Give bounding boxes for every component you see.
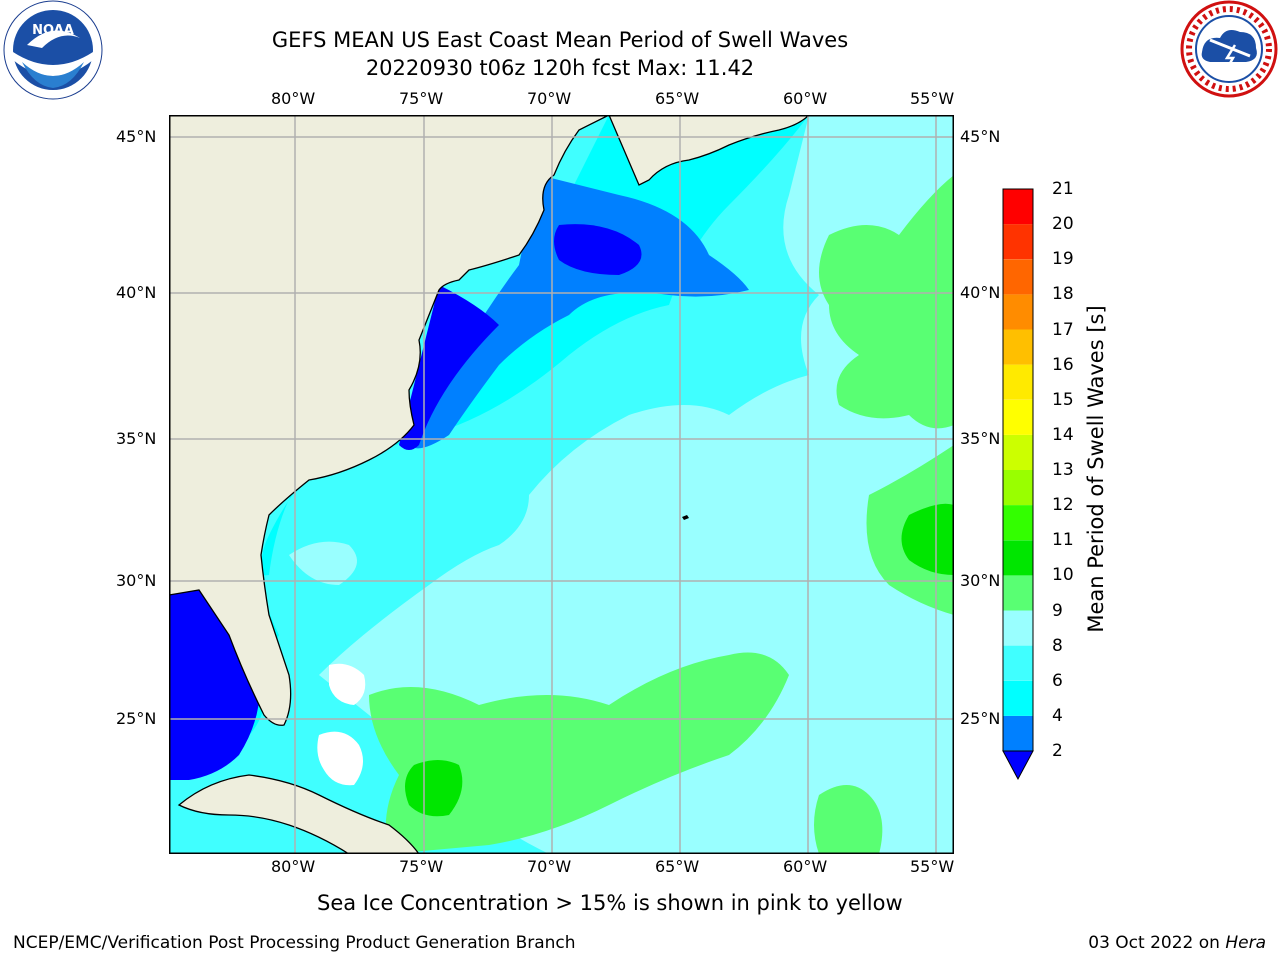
lon-tick-top-80w: 80°W: [271, 89, 316, 108]
colorbar-tick-label: 19: [1052, 249, 1074, 270]
lat-tick-right-35n: 35°N: [960, 429, 1001, 448]
period-zone-9-10-far-se: [814, 785, 883, 854]
colorbar-swatch: [1003, 189, 1033, 225]
colorbar-label: Mean Period of Swell Waves [s]: [1084, 305, 1108, 633]
lon-tick-bottom-75w: 75°W: [399, 857, 444, 876]
colorbar-swatch: [1003, 715, 1033, 751]
map-panel: [168, 114, 954, 855]
footer-credit: NCEP/EMC/Verification Post Processing Pr…: [13, 933, 576, 953]
footer-date-text: 03 Oct 2022 on: [1088, 933, 1226, 953]
nws-logo: [1180, 0, 1278, 98]
sea-ice-note: Sea Ice Concentration > 15% is shown in …: [317, 891, 903, 915]
lat-tick-left-35n: 35°N: [116, 429, 157, 448]
footer-machine: Hera: [1225, 933, 1266, 953]
land-bahamas: [317, 731, 363, 786]
colorbar-swatch: [1003, 470, 1033, 506]
period-zone-9-10-south: [369, 652, 789, 854]
colorbar-tick-label: 15: [1052, 389, 1074, 410]
colorbar-swatch: [1003, 645, 1033, 681]
noaa-logo-text: NOAA: [32, 23, 74, 38]
colorbar-extension: [1002, 750, 1034, 781]
lon-tick-bottom-55w: 55°W: [910, 857, 955, 876]
colorbar-tick-label: 17: [1052, 319, 1074, 340]
period-zone-10-11: [901, 503, 954, 575]
colorbar-tick-label: 10: [1052, 565, 1074, 586]
lat-tick-right-45n: 45°N: [960, 127, 1001, 146]
lat-tick-left-45n: 45°N: [116, 127, 157, 146]
period-zone-2-4: [409, 175, 749, 449]
colorbar-swatch: [1003, 364, 1033, 400]
colorbar-tick-label: 20: [1052, 214, 1074, 235]
colorbar-tick-label: 12: [1052, 495, 1074, 516]
period-zone-10-11-b: [405, 760, 463, 817]
lat-tick-right-40n: 40°N: [960, 283, 1001, 302]
colorbar-swatch: [1003, 399, 1033, 435]
colorbar-swatch: [1003, 434, 1033, 470]
period-zone-9-10-east: [819, 175, 954, 429]
lon-tick-top-55w: 55°W: [910, 89, 955, 108]
colorbar-tick-label: 2: [1052, 741, 1063, 761]
lon-tick-top-60w: 60°W: [783, 89, 828, 108]
colorbar-tick-label: 16: [1052, 354, 1074, 375]
colorbar-tick-label: 11: [1052, 530, 1074, 551]
colorbar-tick-label: 21: [1052, 179, 1074, 199]
colorbar-swatch: [1003, 680, 1033, 716]
lon-tick-bottom-65w: 65°W: [655, 857, 700, 876]
colorbar-tick-label: 6: [1052, 670, 1063, 691]
colorbar-swatch: [1003, 540, 1033, 576]
colorbar-tick-label: 4: [1052, 705, 1063, 726]
nws-logo-icon: [1180, 0, 1278, 98]
colorbar-tick-label: 18: [1052, 284, 1074, 305]
period-zone-8-9: [319, 115, 954, 854]
lat-tick-left-30n: 30°N: [116, 571, 157, 590]
map-title: GEFS MEAN US East Coast Mean Period of S…: [271, 28, 849, 52]
bermuda-island: [682, 515, 689, 520]
land-bahamas-b: [329, 663, 366, 705]
lon-tick-bottom-70w: 70°W: [527, 857, 572, 876]
noaa-logo-icon: NOAA: [3, 0, 103, 100]
colorbar-swatch: [1003, 259, 1033, 295]
colorbar-tick-label: 13: [1052, 460, 1074, 480]
lon-tick-top-70w: 70°W: [527, 89, 572, 108]
lon-tick-top-75w: 75°W: [399, 89, 444, 108]
colorbar-swatch: [1003, 610, 1033, 646]
footer-date: 03 Oct 2022 on Hera: [1088, 933, 1266, 953]
colorbar-tick-label: 9: [1052, 600, 1063, 621]
colorbar-frame: [1002, 188, 1034, 752]
colorbar-tick-label: 14: [1052, 424, 1074, 445]
colorbar-swatch: [1003, 224, 1033, 260]
colorbar-swatch: [1003, 575, 1033, 611]
colorbar: [1000, 185, 1040, 785]
lon-tick-bottom-60w: 60°W: [783, 857, 828, 876]
colorbar-swatch: [1003, 505, 1033, 541]
swell-period-map: [168, 114, 954, 855]
land-north-america: [168, 114, 811, 726]
map-frame: [169, 115, 954, 854]
land-cuba: [177, 774, 421, 855]
colorbar-tick-label: 8: [1052, 635, 1063, 656]
map-subtitle: 20220930 t06z 120h fcst Max: 11.42: [365, 56, 755, 80]
colorbar-swatch: [1003, 294, 1033, 330]
graticule: [169, 115, 954, 854]
colorbar-swatch: [1003, 329, 1033, 365]
lat-tick-left-25n: 25°N: [116, 709, 157, 728]
lon-tick-top-65w: 65°W: [655, 89, 700, 108]
lat-tick-right-30n: 30°N: [960, 571, 1001, 590]
noaa-logo: NOAA: [2, 0, 104, 100]
lat-tick-right-25n: 25°N: [960, 709, 1001, 728]
period-zone-8-9-b: [289, 541, 357, 585]
colorbar-ticks: 2 4 6 8 9 10 11 12 13 14 15 16 17 18 19 20 21: [1052, 179, 1092, 770]
period-zone-lt2-b: [554, 224, 642, 275]
lon-tick-bottom-80w: 80°W: [271, 857, 316, 876]
colorbar-swatches: [1002, 188, 1034, 781]
lat-tick-left-40n: 40°N: [116, 283, 157, 302]
